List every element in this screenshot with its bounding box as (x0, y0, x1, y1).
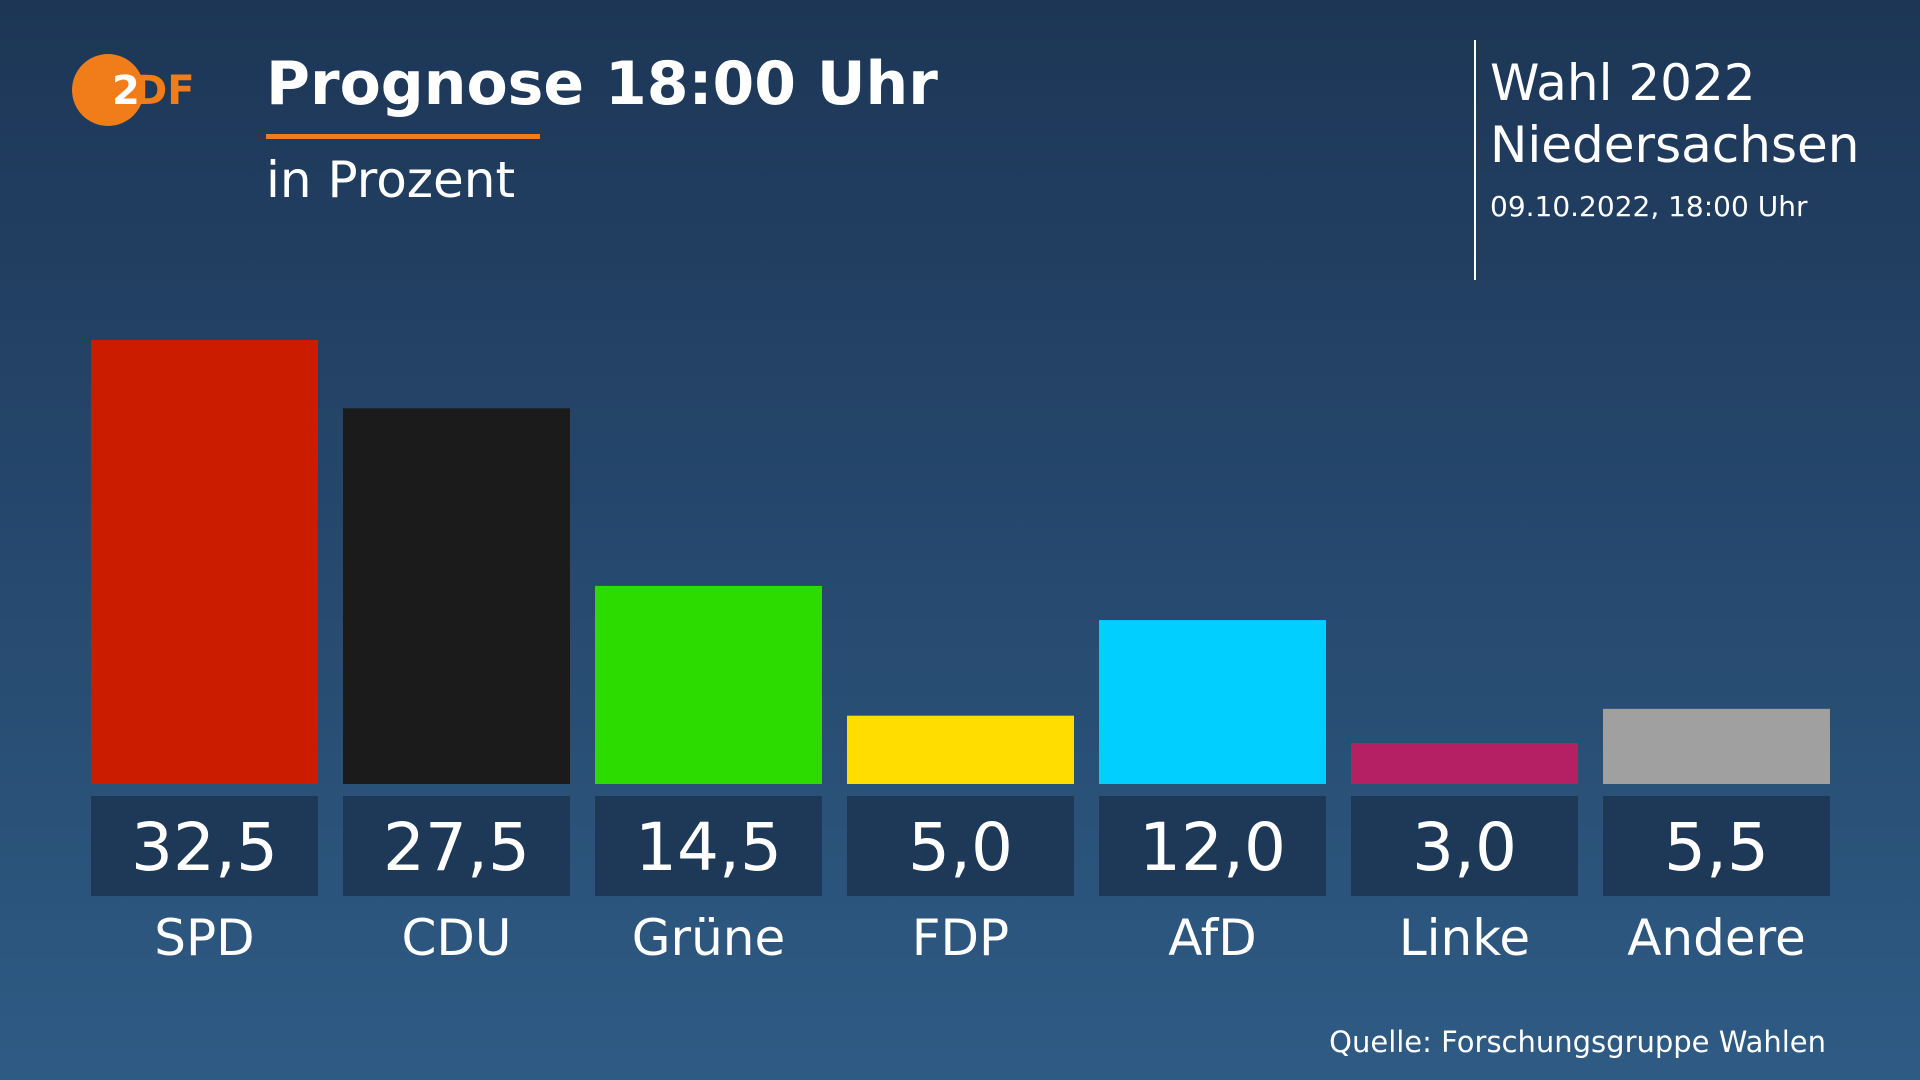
value-label-spd: 32,5 (131, 809, 278, 886)
value-label-gruene: 14,5 (635, 809, 782, 886)
bar-andere (1603, 708, 1830, 784)
value-box-cdu (343, 796, 570, 896)
bar-gruene (595, 585, 822, 784)
category-label-linke: Linke (1399, 909, 1530, 967)
bar-fdp (847, 715, 1074, 784)
election-datetime: 09.10.2022, 18:00 Uhr (1490, 190, 1808, 223)
election-name: Wahl 2022 (1490, 54, 1756, 112)
category-label-cdu: CDU (401, 909, 511, 967)
value-label-linke: 3,0 (1412, 809, 1517, 886)
value-box-gruene (595, 796, 822, 896)
bar-linke (1351, 743, 1578, 784)
category-label-gruene: Grüne (632, 909, 785, 967)
chart-subtitle: in Prozent (266, 151, 516, 209)
logo-circle (72, 54, 144, 126)
category-label-fdp: FDP (912, 909, 1009, 967)
category-label-afd: AfD (1168, 909, 1257, 967)
value-label-afd: 12,0 (1139, 809, 1286, 886)
category-label-andere: Andere (1627, 909, 1806, 967)
bar-spd (91, 340, 318, 784)
value-box-spd (91, 796, 318, 896)
value-label-fdp: 5,0 (908, 809, 1013, 886)
value-box-andere (1603, 796, 1830, 896)
election-region: Niedersachsen (1490, 116, 1860, 174)
header-divider (1474, 40, 1476, 280)
title-underline (266, 134, 540, 139)
value-label-cdu: 27,5 (383, 809, 530, 886)
zdf-logo: 2 DF (72, 54, 195, 126)
value-box-linke (1351, 796, 1578, 896)
election-info: Wahl 2022 Niedersachsen 09.10.2022, 18:0… (1490, 52, 1859, 224)
logo-letters-df: DF (134, 68, 195, 114)
value-box-fdp (847, 796, 1074, 896)
logo-letter-z: 2 (112, 68, 140, 114)
source-note: Quelle: Forschungsgruppe Wahlen (1329, 1025, 1826, 1059)
bar-cdu (343, 408, 570, 784)
chart-title: Prognose 18:00 Uhr (266, 49, 938, 119)
category-label-spd: SPD (154, 909, 254, 967)
value-box-afd (1099, 796, 1326, 896)
bar-afd (1099, 620, 1326, 784)
value-label-andere: 5,5 (1664, 809, 1769, 886)
